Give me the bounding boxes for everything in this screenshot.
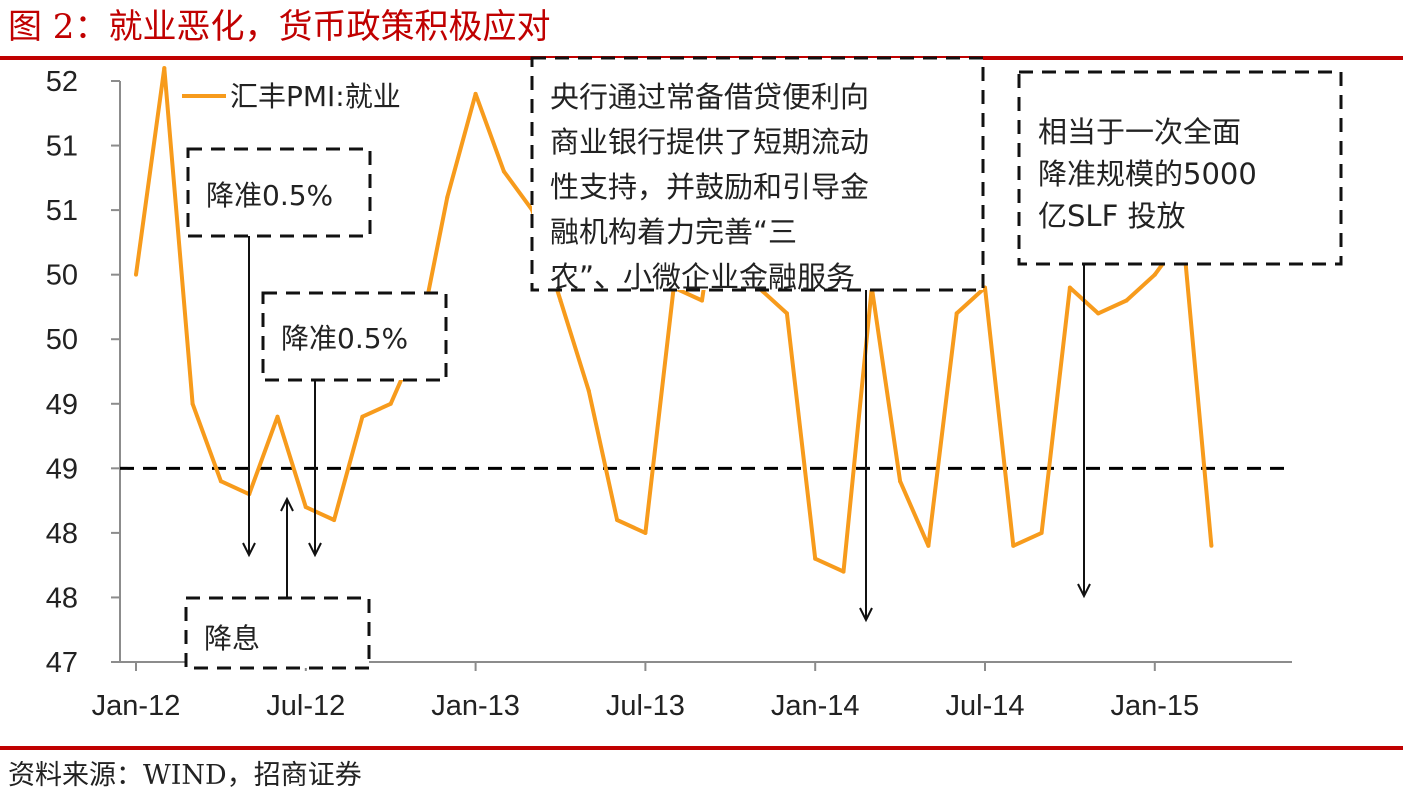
y-tick-label: 49 xyxy=(46,389,78,421)
x-tick-label: Jan-15 xyxy=(1110,690,1199,722)
y-tick-label: 50 xyxy=(46,260,78,292)
data-point xyxy=(360,414,365,419)
data-point xyxy=(501,169,506,174)
data-point xyxy=(303,505,308,510)
y-tick-label: 52 xyxy=(46,66,78,98)
y-tick-label: 50 xyxy=(46,324,78,356)
data-point xyxy=(643,530,648,535)
y-tick-label: 47 xyxy=(46,647,78,679)
data-point xyxy=(1011,543,1016,548)
data-point xyxy=(784,311,789,316)
annotation-text: 降准0.5% xyxy=(206,179,333,212)
data-point xyxy=(1067,285,1072,290)
y-tick-label: 51 xyxy=(46,195,78,227)
data-point xyxy=(388,401,393,406)
x-tick-label: Jan-12 xyxy=(92,690,181,722)
data-point xyxy=(813,556,818,561)
data-point xyxy=(954,311,959,316)
data-point xyxy=(841,569,846,574)
y-tick-label: 48 xyxy=(46,518,78,550)
annotation-text: 性支持，并鼓励和引导金 xyxy=(550,170,869,204)
source-note: 资料来源：WIND，招商证券 xyxy=(8,760,362,791)
x-tick-label: Jan-13 xyxy=(431,690,520,722)
y-tick-label: 49 xyxy=(46,453,78,485)
data-point xyxy=(134,272,138,277)
data-point xyxy=(926,543,931,548)
annotation-text: 降息 xyxy=(204,622,260,655)
annotation-arrowhead xyxy=(859,607,873,623)
data-point xyxy=(700,298,704,303)
line-chart: 47 48 48 49 49 50 50 51 51 52 Jan-12 Jul-12 Jan-13 Ju… xyxy=(46,56,1343,722)
annotation-arrowhead xyxy=(280,496,294,512)
y-tick-label: 51 xyxy=(46,131,78,163)
data-point xyxy=(1039,530,1044,535)
data-point xyxy=(218,479,223,484)
y-tick-label: 48 xyxy=(46,582,78,614)
data-point xyxy=(445,195,450,200)
annotation-text: 亿SLF 投放 xyxy=(1038,199,1185,233)
data-point xyxy=(332,517,337,522)
data-point xyxy=(558,298,563,303)
annotation-text: 融机构着力完善“三 xyxy=(550,215,797,249)
annotation-arrowhead xyxy=(308,542,322,558)
data-point xyxy=(1152,272,1157,277)
annotation-text: 央行通过常备借贷便利向 xyxy=(550,80,869,114)
footer-rule xyxy=(0,746,1403,750)
annotation-arrowhead xyxy=(1077,583,1091,599)
annotation-text: 降准规模的5000 xyxy=(1038,157,1257,191)
data-point xyxy=(1209,543,1214,548)
data-point xyxy=(898,479,903,484)
annotation-box xyxy=(530,56,985,292)
x-tick-label: Jul-12 xyxy=(266,690,345,722)
x-tick-label: Jul-13 xyxy=(606,690,685,722)
data-point xyxy=(190,401,195,406)
data-point xyxy=(162,66,167,71)
annotation-arrowhead xyxy=(242,542,256,558)
annotation-box xyxy=(184,596,371,670)
data-point xyxy=(586,388,591,393)
annotation-text: 农”、小微企业金融服务 xyxy=(550,260,855,294)
annotation-text: 商业银行提供了短期流动 xyxy=(550,125,869,159)
figure-title: 图 2：就业恶化，货币政策积极应对 xyxy=(8,7,551,47)
x-tick-label: Jan-14 xyxy=(771,690,860,722)
data-point xyxy=(473,91,478,96)
legend-label: 汇丰PMI:就业 xyxy=(230,80,401,113)
data-point xyxy=(1124,298,1129,303)
annotation-box xyxy=(1017,70,1343,266)
x-tick-label: Jul-14 xyxy=(946,690,1025,722)
annotation-box xyxy=(261,291,448,382)
annotation-text: 降准0.5% xyxy=(281,322,408,355)
annotation-text: 相当于一次全面 xyxy=(1038,115,1241,149)
annotation-box xyxy=(186,147,372,238)
data-point xyxy=(275,414,280,419)
data-point xyxy=(615,517,620,522)
data-point xyxy=(1096,311,1101,316)
